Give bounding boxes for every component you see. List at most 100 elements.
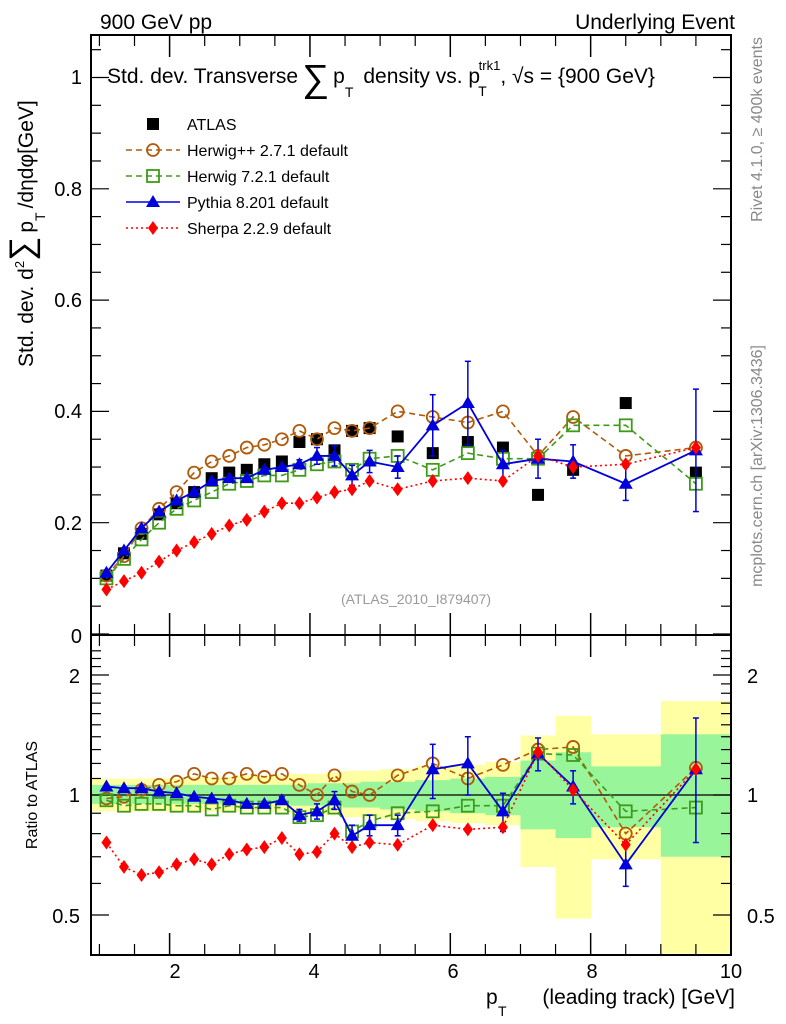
plot-title: Std. dev. Transverse ∑ pTdensity vs. p Ttrk… <box>107 58 655 100</box>
data-point <box>390 818 405 831</box>
data-point <box>239 766 254 781</box>
data-point <box>566 410 581 424</box>
xtick-labels: 2 4 6 8 10 <box>169 961 742 983</box>
data-point <box>239 471 254 484</box>
x-axis-label-p: p <box>486 986 498 1009</box>
data-point <box>241 842 252 857</box>
series-sherpa-2-2-9-default <box>101 440 701 597</box>
ytick-label: 0.5 <box>52 906 80 928</box>
data-point <box>425 418 440 431</box>
data-point <box>568 782 579 797</box>
ytick-label: 0.8 <box>54 179 82 201</box>
data-point <box>239 440 254 455</box>
data-point <box>136 867 147 882</box>
data-point <box>241 512 252 527</box>
data-point <box>187 485 202 498</box>
data-point <box>118 859 129 874</box>
data-point <box>362 788 377 802</box>
data-point <box>690 762 701 777</box>
data-point <box>134 521 149 534</box>
data-point <box>690 440 701 455</box>
data-point <box>292 808 307 821</box>
data-point <box>257 770 272 784</box>
legend-label: Herwig++ 2.7.1 default <box>187 143 349 160</box>
data-point <box>566 748 581 762</box>
legend-label: Herwig 7.2.1 default <box>187 169 330 186</box>
ytick-label: 2 <box>747 666 758 688</box>
data-point <box>222 793 237 806</box>
data-point <box>390 460 405 473</box>
data-point <box>619 397 632 410</box>
data-point <box>311 844 322 859</box>
data-point <box>362 454 377 467</box>
main-series <box>99 360 703 597</box>
data-point <box>171 543 182 558</box>
legend-entry: Herwig++ 2.7.1 default <box>126 143 349 160</box>
data-point <box>495 804 510 817</box>
data-point <box>392 482 403 497</box>
legend-entry: Sherpa 2.2.9 default <box>126 221 332 238</box>
xtick-label: 6 <box>447 961 458 983</box>
data-point <box>294 496 305 511</box>
data-point <box>187 766 202 781</box>
data-point <box>329 826 340 841</box>
data-point <box>118 574 129 589</box>
data-point <box>327 448 342 461</box>
data-point <box>346 424 359 437</box>
data-point <box>620 457 631 472</box>
data-point <box>169 798 184 813</box>
data-point <box>566 740 581 754</box>
ytick-label: 1 <box>747 785 758 807</box>
data-point <box>462 471 473 486</box>
data-point <box>274 766 289 781</box>
data-point <box>390 768 405 783</box>
xtick-label: 4 <box>308 961 319 983</box>
data-point <box>274 460 289 473</box>
data-point <box>327 768 342 783</box>
data-point <box>222 471 237 484</box>
data-point <box>364 473 375 488</box>
data-point <box>309 448 324 461</box>
data-point <box>171 857 182 872</box>
data-point <box>276 496 287 511</box>
data-point <box>292 778 307 792</box>
legend-marker <box>146 143 160 157</box>
legend-label: Sherpa 2.2.9 default <box>187 221 332 238</box>
data-point <box>618 857 633 870</box>
axis-ticks <box>91 35 732 955</box>
xtick-label: 10 <box>720 961 742 983</box>
data-point <box>390 404 405 419</box>
data-point <box>222 449 237 463</box>
data-point <box>327 421 342 435</box>
data-point <box>99 779 114 792</box>
x-axis-label-rest: (leading track) [GeV] <box>542 986 735 1009</box>
data-point <box>364 835 375 850</box>
ytick-label: 0.2 <box>54 513 82 535</box>
ytick-label: 1 <box>69 785 80 807</box>
legend-marker <box>148 221 158 235</box>
data-point <box>345 468 360 481</box>
ytick-label: 0.5 <box>747 906 775 928</box>
data-point <box>169 493 184 506</box>
data-point <box>152 796 166 811</box>
ytick-label: 2 <box>69 666 80 688</box>
data-point <box>204 454 219 469</box>
data-point <box>293 436 306 449</box>
data-point <box>152 504 167 517</box>
data-point <box>189 535 200 550</box>
data-point <box>618 804 633 819</box>
data-point <box>460 396 475 409</box>
ratio-series <box>99 717 703 888</box>
data-point <box>239 796 254 809</box>
data-point <box>497 820 508 835</box>
data-point <box>310 788 324 802</box>
data-point <box>460 446 475 461</box>
data-point <box>224 847 235 862</box>
data-point <box>566 418 581 433</box>
data-point <box>274 793 289 806</box>
series-line <box>105 424 697 579</box>
data-point <box>257 462 272 475</box>
data-point <box>134 796 149 811</box>
data-point <box>206 857 217 872</box>
data-point <box>257 796 272 809</box>
